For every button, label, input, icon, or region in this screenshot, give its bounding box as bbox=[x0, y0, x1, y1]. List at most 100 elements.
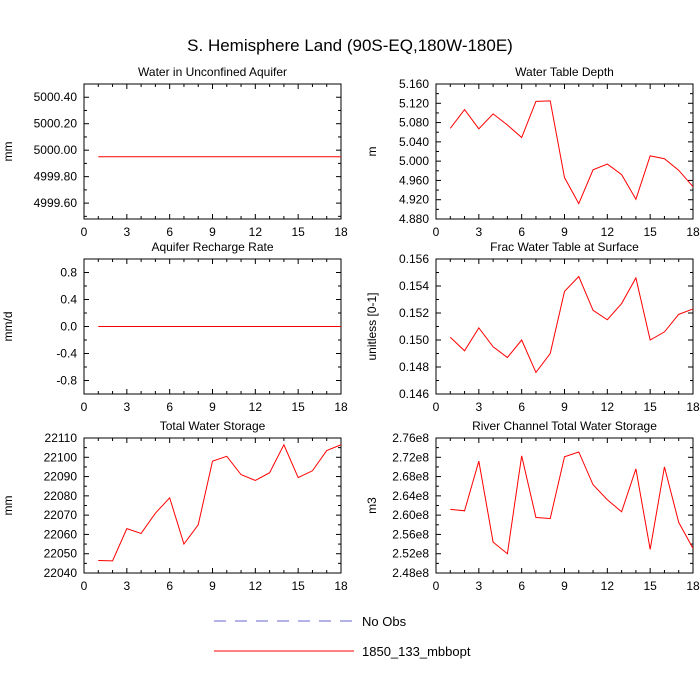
y-axis-label: m3 bbox=[365, 497, 379, 514]
y-tick-label: 0.148 bbox=[399, 360, 429, 374]
y-tick-label: 22080 bbox=[44, 489, 78, 503]
x-tick-label: 3 bbox=[475, 579, 482, 593]
x-tick-label: 12 bbox=[601, 225, 615, 239]
x-tick-label: 18 bbox=[334, 400, 348, 414]
panel-title: Frac Water Table at Surface bbox=[490, 240, 639, 254]
x-tick-label: 6 bbox=[166, 400, 173, 414]
x-tick-label: 15 bbox=[643, 225, 657, 239]
x-tick-label: 0 bbox=[81, 400, 88, 414]
y-tick-label: 22110 bbox=[45, 431, 78, 445]
y-axis-label: unitless [0-1] bbox=[365, 292, 379, 360]
panel-title: Water Table Depth bbox=[515, 65, 614, 79]
x-tick-label: 9 bbox=[209, 579, 216, 593]
legend-label: No Obs bbox=[362, 614, 407, 629]
y-tick-label: 2.76e8 bbox=[392, 431, 429, 445]
y-tick-label: 5000.40 bbox=[34, 90, 78, 104]
x-tick-label: 18 bbox=[686, 225, 700, 239]
y-tick-label: 4.880 bbox=[399, 212, 429, 226]
x-tick-label: 15 bbox=[643, 400, 657, 414]
plot-frame bbox=[83, 83, 342, 220]
y-tick-label: 5.080 bbox=[399, 116, 429, 130]
x-tick-label: 0 bbox=[433, 579, 440, 593]
x-tick-label: 9 bbox=[209, 225, 216, 239]
series-line bbox=[450, 451, 694, 555]
y-tick-label: 22040 bbox=[44, 566, 78, 580]
panel-title: Water in Unconfined Aquifer bbox=[138, 65, 287, 79]
x-tick-label: 3 bbox=[475, 225, 482, 239]
x-tick-label: 3 bbox=[475, 400, 482, 414]
series-line bbox=[449, 275, 694, 374]
panel-6: River Channel Total Water Storage 0 3 6 9 12 1… bbox=[365, 419, 700, 593]
x-tick-label: 3 bbox=[123, 400, 130, 414]
y-tick-label: 22060 bbox=[44, 527, 78, 541]
x-tick-label: 15 bbox=[291, 400, 305, 414]
x-tick-label: 3 bbox=[123, 225, 130, 239]
y-tick-label: 0.154 bbox=[399, 279, 429, 293]
x-tick-label: 15 bbox=[291, 225, 305, 239]
y-axis-label: mm/d bbox=[1, 312, 15, 342]
y-tick-label: 0.156 bbox=[399, 252, 429, 266]
x-tick-label: 12 bbox=[249, 400, 263, 414]
panel-1: Water in Unconfined Aquifer 0 3 6 9 12 15 18 499… bbox=[1, 65, 348, 239]
figure-title: S. Hemisphere Land (90S-EQ,180W-180E) bbox=[187, 36, 513, 55]
y-tick-label: 2.72e8 bbox=[392, 450, 429, 464]
plot-frame bbox=[435, 83, 694, 220]
legend: No Obs 1850_133_mbbopt bbox=[214, 614, 471, 659]
y-tick-label: 22050 bbox=[44, 547, 78, 561]
x-tick-label: 12 bbox=[601, 400, 615, 414]
y-tick-label: 5000.00 bbox=[34, 143, 78, 157]
x-tick-label: 6 bbox=[518, 579, 525, 593]
x-tick-label: 18 bbox=[334, 225, 348, 239]
y-tick-label: 0.152 bbox=[399, 306, 429, 320]
y-tick-label: 5.040 bbox=[399, 135, 429, 149]
x-tick-label: 9 bbox=[561, 400, 568, 414]
chart-panels: Water in Unconfined Aquifer 0 3 6 9 12 15 18 499… bbox=[1, 65, 700, 593]
y-tick-label: 5.120 bbox=[399, 96, 429, 110]
x-tick-label: 0 bbox=[433, 225, 440, 239]
y-axis-label: mm bbox=[1, 142, 15, 162]
y-tick-label: 5.160 bbox=[399, 77, 429, 91]
y-tick-label: 2.48e8 bbox=[392, 566, 429, 580]
y-axis-label: m bbox=[365, 147, 379, 157]
x-tick-label: 12 bbox=[601, 579, 615, 593]
y-tick-label: 0.146 bbox=[399, 387, 429, 401]
x-tick-label: 0 bbox=[81, 579, 88, 593]
y-tick-label: 2.68e8 bbox=[392, 470, 429, 484]
x-tick-label: 9 bbox=[561, 225, 568, 239]
y-tick-label: 0.0 bbox=[60, 320, 77, 334]
y-tick-label: 4999.60 bbox=[34, 196, 78, 210]
y-tick-label: 0.8 bbox=[60, 266, 77, 280]
x-tick-label: 6 bbox=[518, 400, 525, 414]
y-tick-label: 22100 bbox=[44, 450, 78, 464]
x-tick-label: 0 bbox=[433, 400, 440, 414]
plot-frame bbox=[83, 437, 342, 574]
y-tick-label: -0.4 bbox=[56, 347, 77, 361]
y-tick-label: 2.56e8 bbox=[392, 527, 429, 541]
x-tick-label: 6 bbox=[518, 225, 525, 239]
x-tick-label: 12 bbox=[249, 225, 263, 239]
x-tick-label: 18 bbox=[686, 400, 700, 414]
x-tick-label: 9 bbox=[561, 579, 568, 593]
y-axis-label: mm bbox=[1, 496, 15, 516]
panel-title: Total Water Storage bbox=[160, 419, 266, 433]
x-tick-label: 15 bbox=[291, 579, 305, 593]
y-tick-label: 4999.80 bbox=[34, 170, 78, 184]
plot-frame bbox=[435, 258, 694, 395]
y-tick-label: 4.960 bbox=[399, 173, 429, 187]
x-tick-label: 15 bbox=[643, 579, 657, 593]
x-tick-label: 6 bbox=[166, 579, 173, 593]
series-line bbox=[98, 443, 342, 562]
series-line bbox=[449, 100, 694, 205]
y-tick-label: 2.64e8 bbox=[392, 489, 429, 503]
panel-title: Aquifer Recharge Rate bbox=[151, 240, 273, 254]
x-tick-label: 3 bbox=[123, 579, 130, 593]
panel-2: Water Table Depth 0 3 6 9 12 15 18 4.880 4.920 4.9… bbox=[365, 65, 700, 239]
x-tick-label: 6 bbox=[166, 225, 173, 239]
x-tick-label: 9 bbox=[209, 400, 216, 414]
y-tick-label: 4.920 bbox=[399, 193, 429, 207]
y-tick-label: -0.8 bbox=[56, 374, 77, 388]
panel-title: River Channel Total Water Storage bbox=[472, 419, 657, 433]
y-tick-label: 22070 bbox=[44, 508, 78, 522]
x-tick-label: 18 bbox=[686, 579, 700, 593]
